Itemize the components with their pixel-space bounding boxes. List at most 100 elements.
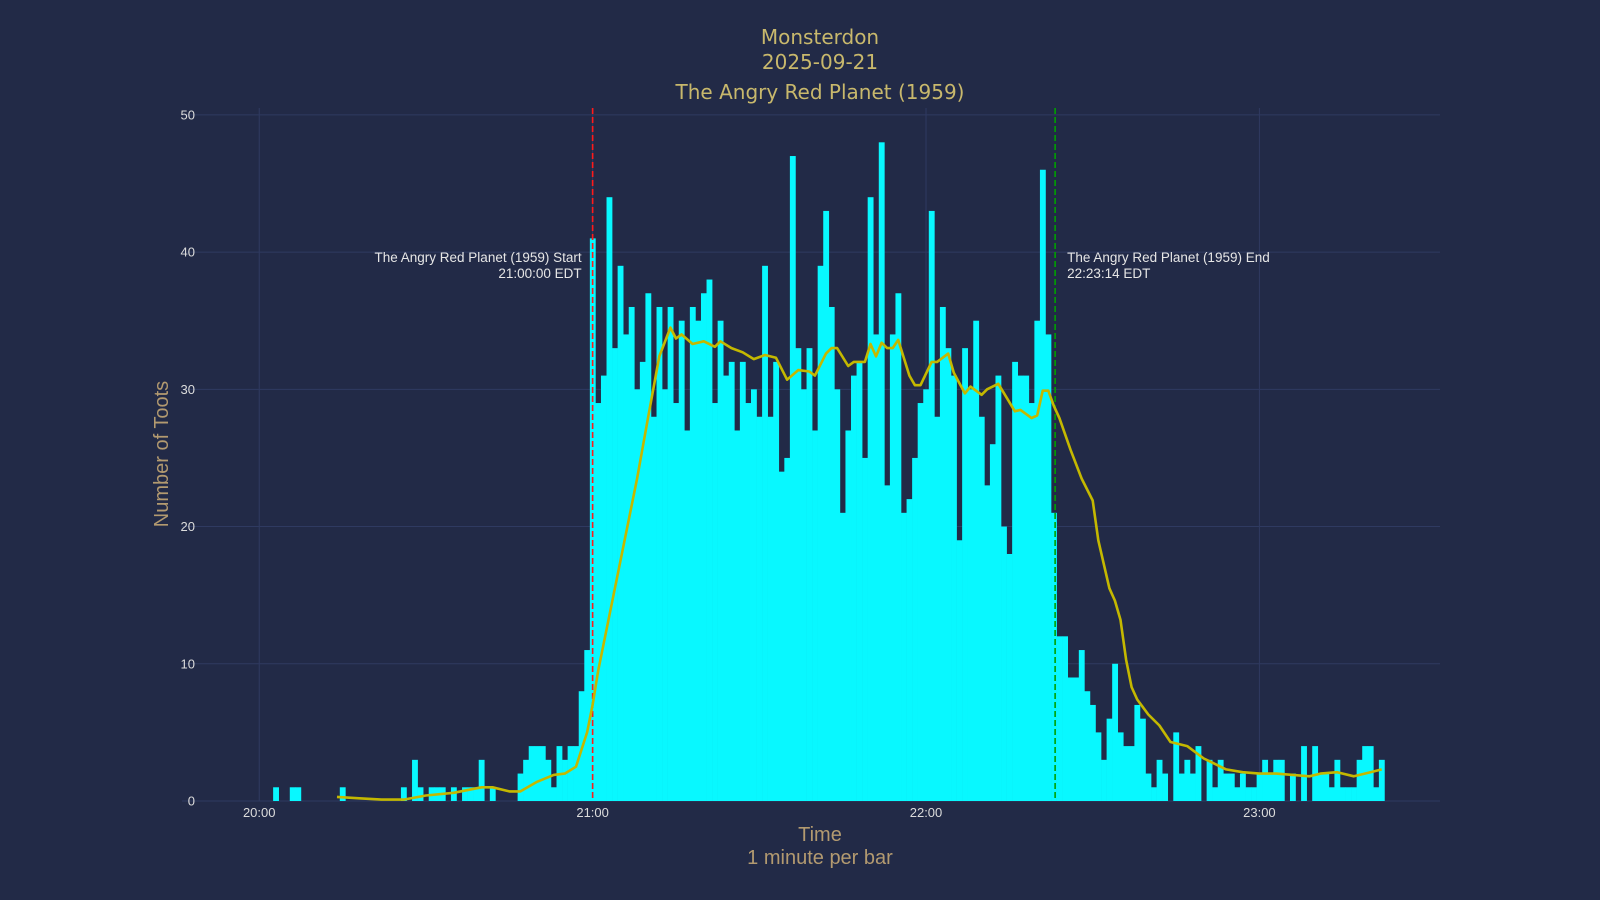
bar bbox=[750, 389, 757, 801]
bar bbox=[573, 746, 580, 801]
bar bbox=[450, 787, 457, 801]
bar bbox=[878, 142, 885, 801]
bar bbox=[745, 403, 752, 801]
bar bbox=[717, 320, 724, 801]
bar bbox=[1062, 636, 1069, 801]
bar bbox=[812, 430, 818, 801]
bar bbox=[656, 306, 663, 801]
bar bbox=[1234, 787, 1241, 801]
bar bbox=[856, 361, 863, 801]
bar bbox=[1001, 526, 1007, 801]
y-tick-label: 40 bbox=[181, 245, 195, 260]
bar bbox=[1128, 746, 1135, 801]
bar bbox=[1173, 732, 1180, 801]
bar bbox=[1195, 746, 1202, 801]
bar bbox=[739, 361, 746, 801]
bar bbox=[1178, 773, 1185, 801]
bar bbox=[1351, 787, 1357, 801]
bar bbox=[984, 485, 991, 801]
x-tick-label: 20:00 bbox=[243, 805, 276, 820]
bar bbox=[467, 787, 474, 801]
bar bbox=[667, 306, 674, 801]
event-lines bbox=[591, 108, 1056, 801]
bar bbox=[1101, 759, 1107, 801]
bar bbox=[1378, 759, 1385, 801]
bar bbox=[928, 210, 935, 802]
bar bbox=[828, 306, 835, 801]
bar bbox=[600, 375, 607, 801]
bar bbox=[939, 306, 946, 801]
bar bbox=[978, 416, 985, 801]
bar bbox=[778, 471, 785, 801]
bar bbox=[595, 403, 602, 801]
bar bbox=[862, 457, 868, 801]
bar bbox=[1323, 773, 1330, 801]
bar bbox=[723, 375, 730, 801]
bar bbox=[400, 787, 407, 801]
bar bbox=[1273, 759, 1280, 801]
bar bbox=[662, 389, 668, 801]
bar bbox=[545, 759, 552, 801]
bar bbox=[1006, 553, 1013, 801]
bar bbox=[967, 389, 974, 801]
bar bbox=[1139, 718, 1146, 801]
trend-line bbox=[336, 326, 1383, 801]
bar bbox=[623, 334, 630, 801]
bar bbox=[1039, 169, 1046, 802]
bar bbox=[1267, 773, 1274, 801]
bar bbox=[917, 403, 924, 801]
bar bbox=[1217, 759, 1224, 801]
bar bbox=[567, 746, 574, 801]
bar bbox=[823, 210, 830, 802]
bar bbox=[817, 265, 824, 801]
bar bbox=[650, 416, 657, 801]
y-tick-label: 20 bbox=[181, 519, 195, 534]
bar bbox=[489, 787, 496, 801]
bar bbox=[1145, 773, 1152, 801]
start-annotation-time: 21:00:00 EDT bbox=[498, 266, 581, 281]
bar bbox=[1073, 677, 1080, 801]
trend-line-series bbox=[336, 326, 1383, 801]
bar bbox=[1245, 787, 1252, 801]
bar bbox=[884, 485, 891, 801]
bar bbox=[1084, 691, 1091, 801]
bar bbox=[762, 265, 768, 801]
bar bbox=[1228, 773, 1235, 801]
bar bbox=[462, 787, 468, 801]
bar bbox=[689, 306, 696, 801]
bar bbox=[1089, 704, 1096, 801]
annotations: The Angry Red Planet (1959) Start21:00:0… bbox=[375, 250, 1270, 281]
bar bbox=[339, 787, 346, 801]
bar bbox=[1056, 636, 1063, 801]
bar bbox=[550, 787, 557, 801]
x-tick-label: 21:00 bbox=[576, 805, 609, 820]
chart-title-line-1: Monsterdon bbox=[761, 25, 879, 49]
chart-title-line-3: The Angry Red Planet (1959) bbox=[675, 80, 965, 104]
bar bbox=[873, 334, 880, 801]
x-tick-label: 23:00 bbox=[1243, 805, 1276, 820]
bar bbox=[612, 348, 618, 801]
bar bbox=[806, 348, 813, 801]
bar bbox=[1028, 403, 1035, 801]
bar bbox=[1112, 663, 1119, 801]
bar bbox=[839, 512, 846, 801]
bar bbox=[1312, 746, 1319, 801]
bar bbox=[923, 389, 930, 801]
y-tick-label: 30 bbox=[181, 382, 195, 397]
chart-title-line-2: 2025-09-21 bbox=[762, 50, 878, 74]
start-annotation-text: The Angry Red Planet (1959) Start bbox=[375, 250, 582, 265]
bar bbox=[1095, 732, 1102, 801]
bar bbox=[562, 759, 568, 801]
bar bbox=[934, 416, 941, 801]
bar bbox=[1278, 759, 1285, 801]
bar bbox=[1289, 773, 1296, 801]
bar bbox=[1151, 787, 1157, 801]
bar bbox=[589, 238, 596, 801]
bar bbox=[773, 361, 780, 801]
bar bbox=[989, 444, 996, 801]
bar bbox=[606, 197, 613, 802]
bar bbox=[617, 265, 624, 801]
bar bbox=[1328, 787, 1335, 801]
bar bbox=[734, 430, 741, 801]
